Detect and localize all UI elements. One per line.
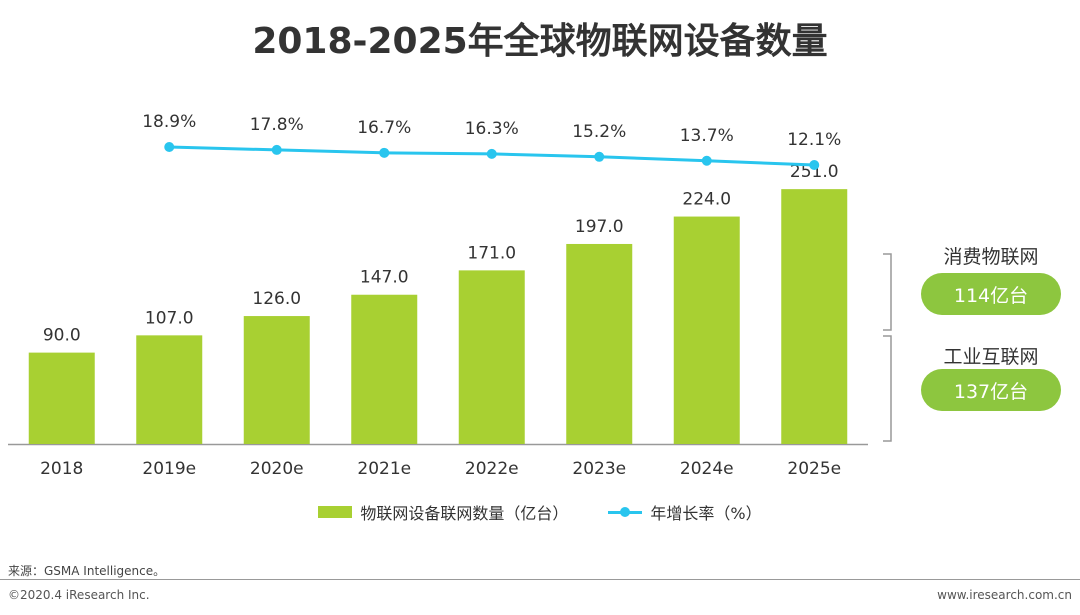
- legend-item-bar: 物联网设备联网数量（亿台）: [318, 500, 568, 524]
- bar-2025e: [781, 189, 848, 444]
- source-note: 来源：GSMA Intelligence。: [8, 564, 166, 578]
- footer-copyright: ©2020.4 iResearch Inc.: [8, 588, 150, 602]
- growth-point-2025e: [809, 160, 820, 170]
- bar-value-label-2018: 90.0: [43, 326, 81, 346]
- bar-value-label-2024e: 224.0: [682, 190, 731, 210]
- bar-2021e: [351, 294, 418, 444]
- bar-2022e: [458, 270, 525, 444]
- legend-line-swatch: [608, 506, 643, 518]
- x-tick-label-2020e: 2020e: [250, 459, 304, 479]
- consumer-iot-value: 114亿台: [921, 273, 1061, 315]
- growth-value-label-2019e: 18.9%: [142, 112, 196, 132]
- x-tick-label-2024e: 2024e: [680, 459, 734, 479]
- industrial-internet-value: 137亿台: [921, 369, 1061, 411]
- growth-point-2021e: [379, 147, 390, 158]
- x-tick-label-2021e: 2021e: [357, 459, 411, 479]
- x-tick-label-2018: 2018: [40, 459, 83, 479]
- growth-point-2019e: [164, 142, 175, 152]
- x-tick-label-2023e: 2023e: [572, 459, 626, 479]
- bar-2020e: [243, 316, 310, 444]
- breakdown-bracket: [883, 253, 892, 442]
- bar-value-label-2021e: 147.0: [360, 268, 409, 288]
- growth-point-2023e: [594, 151, 605, 162]
- x-tick-label-2025e: 2025e: [787, 459, 841, 479]
- legend-line-label: 年增长率（%）: [650, 504, 762, 523]
- x-tick-label-2019e: 2019e: [142, 459, 196, 479]
- growth-value-label-2025e: 12.1%: [787, 130, 841, 150]
- growth-value-label-2024e: 13.7%: [680, 126, 734, 146]
- growth-point-2024e: [701, 155, 712, 166]
- footer-divider: [0, 579, 1080, 580]
- growth-value-label-2023e: 15.2%: [572, 122, 626, 142]
- legend-bar-label: 物联网设备联网数量（亿台）: [360, 504, 569, 523]
- bar-2024e: [673, 216, 740, 444]
- bar-value-label-2023e: 197.0: [575, 217, 624, 237]
- bar-2018: [28, 352, 95, 444]
- growth-point-2022e: [486, 148, 497, 159]
- growth-point-2020e: [271, 144, 282, 155]
- chart-title: 2018-2025年全球物联网设备数量: [252, 21, 828, 62]
- bar-value-label-2020e: 126.0: [252, 289, 301, 309]
- industrial-internet-label: 工业互联网: [943, 346, 1039, 368]
- consumer-iot-label: 消费物联网: [943, 246, 1039, 268]
- chart-legend: 物联网设备联网数量（亿台） 年增长率（%）: [0, 500, 1080, 524]
- chart-canvas: 90.0 2018 107.0 2019e 126.0 2020e 147.0 2021e 17…: [8, 112, 868, 479]
- legend-item-line: 年增长率（%）: [608, 500, 762, 524]
- bar-2023e: [566, 243, 633, 444]
- legend-bar-swatch: [318, 506, 353, 518]
- footer-website[interactable]: www.iresearch.com.cn: [937, 588, 1072, 602]
- x-tick-label-2022e: 2022e: [465, 459, 519, 479]
- bar-value-label-2019e: 107.0: [145, 308, 194, 328]
- growth-value-label-2022e: 16.3%: [465, 119, 519, 139]
- bar-2019e: [136, 335, 203, 444]
- bar-value-label-2022e: 171.0: [467, 243, 516, 263]
- growth-value-label-2020e: 17.8%: [250, 115, 304, 135]
- bar-value-label-2025e: 251.0: [790, 162, 839, 182]
- growth-value-label-2021e: 16.7%: [357, 118, 411, 138]
